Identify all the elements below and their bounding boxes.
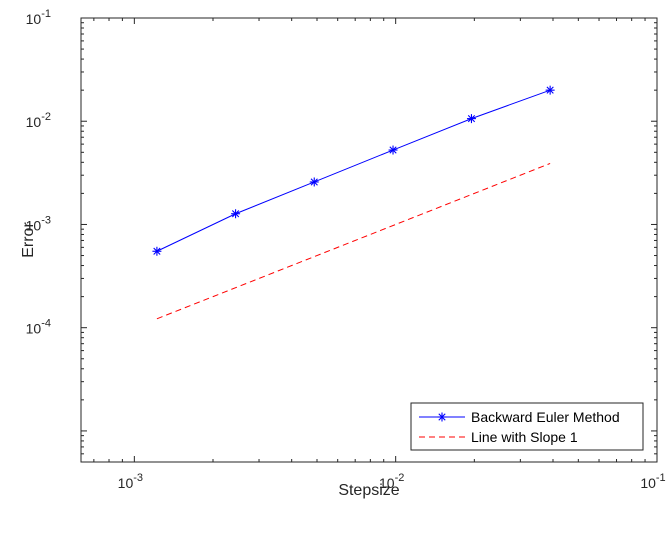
series-layer	[152, 85, 555, 320]
tick-labels-layer: 10-3 10-2 10-1 10-4 10-3 10-2 10-1	[26, 8, 666, 491]
legend-marker-asterisk	[437, 412, 447, 422]
data-point-marker	[231, 209, 241, 219]
legend: Backward Euler Method Line with Slope 1	[410, 402, 644, 451]
legend-label-backward-euler: Backward Euler Method	[471, 409, 620, 425]
legend-box	[410, 402, 644, 451]
data-point-marker	[309, 177, 319, 187]
y-tick-label: 10-2	[26, 111, 51, 130]
ticks-layer	[81, 17, 658, 463]
y-tick-label: 10-3	[26, 214, 51, 233]
x-tick-label: 10-2	[379, 472, 404, 491]
x-tick-label: 10-1	[640, 472, 665, 491]
series-line-backward-euler	[156, 89, 551, 252]
data-point-marker	[152, 246, 162, 256]
x-tick-label: 10-3	[118, 472, 143, 491]
y-tick-label: 10-4	[26, 318, 51, 337]
legend-sample-backward-euler	[419, 412, 465, 422]
data-point-marker	[388, 145, 398, 155]
plot-area	[81, 18, 657, 462]
data-point-marker	[545, 85, 555, 95]
series-line-slope-1	[156, 162, 551, 320]
y-axis-label: Error	[20, 222, 37, 258]
x-axis-label: Stepsize	[338, 482, 399, 499]
legend-label-slope-line: Line with Slope 1	[471, 429, 578, 445]
data-point-marker	[466, 114, 476, 124]
y-tick-label: 10-1	[26, 8, 51, 27]
